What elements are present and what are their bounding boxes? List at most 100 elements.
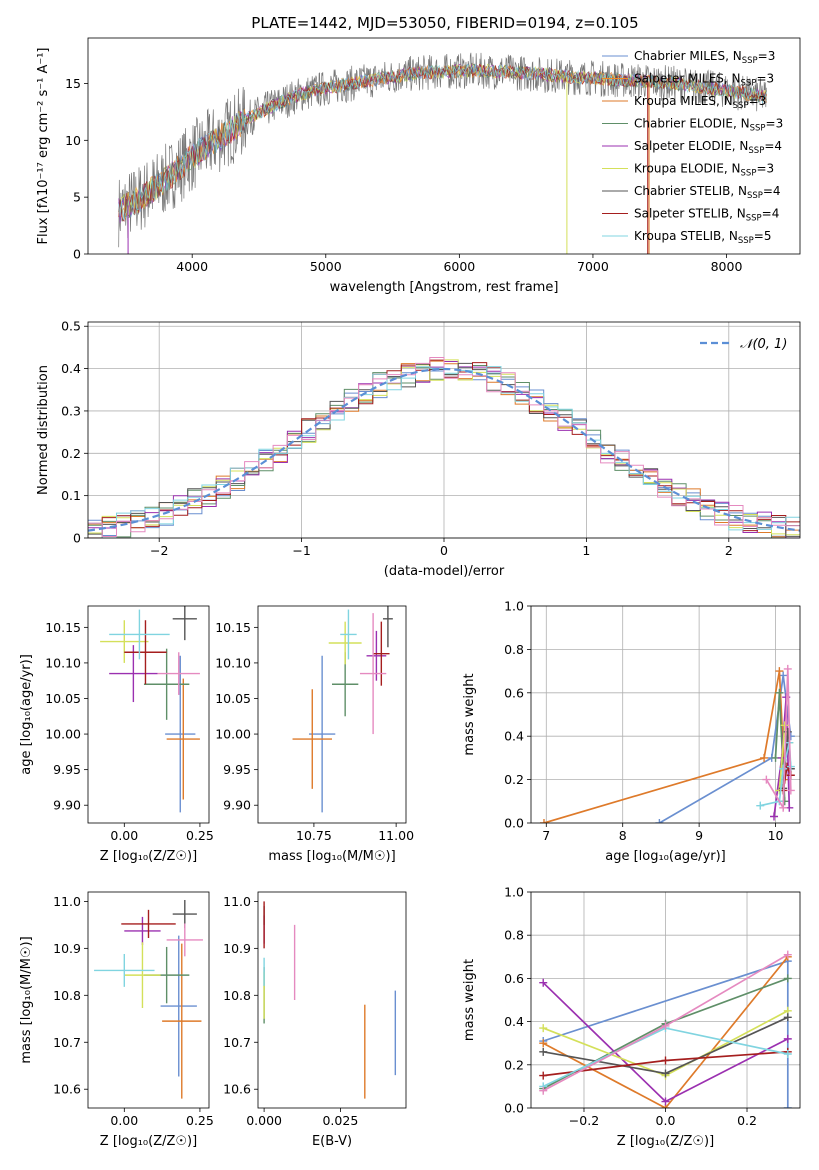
weight-marker: [661, 1097, 670, 1106]
x-axis-label: Z [log₁₀(Z/Z☉)]: [100, 1134, 197, 1149]
y-tick-label: 10.00: [45, 727, 81, 742]
plot-area: [100, 606, 200, 813]
legend-label: Kroupa ELODIE, NSSP=3: [634, 162, 774, 179]
y-tick-label: 15: [65, 76, 81, 91]
y-tick-label: 9.95: [53, 762, 81, 777]
weight-marker: [779, 803, 788, 812]
weight-marker: [783, 1034, 792, 1043]
y-tick-label: 0.0: [504, 816, 524, 831]
y-tick-label: 0.2: [61, 446, 81, 461]
weight-marker: [661, 1056, 670, 1065]
x-tick-label: 4000: [176, 259, 208, 274]
x-axis-label: Z [log₁₀(Z/Z☉)]: [100, 849, 197, 864]
x-tick-label: 0.25: [186, 828, 214, 843]
histogram-step: [88, 357, 800, 537]
weight-marker: [779, 671, 788, 680]
y-tick-label: 0.0: [504, 1101, 524, 1116]
x-axis-label: (data-model)/error: [384, 564, 505, 579]
legend-label: Kroupa MILES, NSSP=3: [634, 94, 766, 111]
y-tick-label: 5: [73, 190, 81, 205]
legend-label: Chabrier MILES, NSSP=3: [634, 49, 775, 66]
y-tick-label: 10.00: [215, 727, 251, 742]
model-line: [118, 63, 767, 221]
y-tick-label: 0.4: [61, 361, 81, 376]
figure-title: PLATE=1442, MJD=53050, FIBERID=0194, z=0…: [251, 14, 638, 32]
chart-weight-vs-Z: −0.2 0.0 0.2 0.0 0.2 0.4 0.6 0.8 1.0 Z [log₁₀(Z/Z…: [462, 885, 801, 1149]
x-tick-label: 10: [768, 828, 784, 843]
chart-spectrum: 4000 5000 6000 7000 8000 0 5 10 15 wavelength [An…: [36, 37, 801, 295]
y-tick-label: 0.4: [504, 1014, 524, 1029]
plot-area: [539, 950, 792, 1108]
x-tick-label: 0.000: [246, 1113, 282, 1128]
x-tick-label: 5000: [310, 259, 342, 274]
y-tick-label: 10.8: [53, 988, 81, 1003]
y-tick-label: 9.95: [223, 762, 251, 777]
y-axis-label: age [log₁₀(age/yr)]: [19, 654, 34, 775]
chart-mass-vs-Z: 0.00 0.25 10.6 10.7 10.8 10.9 11.0 Z [log₁₀(Z/Z…: [19, 891, 214, 1149]
legend-label: Chabrier STELIB, NSSP=4: [634, 184, 781, 201]
y-tick-label: 0: [73, 531, 81, 546]
y-tick-label: 0.4: [504, 729, 524, 744]
axes-frame: [87, 37, 801, 255]
x-tick-label: 0.00: [110, 1113, 138, 1128]
axes-frame: [257, 891, 407, 1109]
legend-label: Kroupa STELIB, NSSP=5: [634, 229, 772, 246]
y-tick-label: 10.15: [215, 620, 251, 635]
y-tick-label: 10.8: [223, 988, 251, 1003]
y-tick-label: 0.5: [61, 319, 81, 334]
weight-marker: [539, 1071, 548, 1080]
axes-frame: [257, 605, 407, 824]
y-tick-label: 9.90: [53, 798, 81, 813]
y-tick-label: 10.9: [223, 941, 251, 956]
x-tick-label: 9: [695, 828, 703, 843]
x-tick-label: 2: [725, 543, 733, 558]
y-tick-label: 10.10: [215, 655, 251, 670]
y-axis-label: Normed distribution: [36, 365, 51, 495]
plot-area: [118, 52, 767, 254]
weight-marker: [783, 974, 792, 983]
x-tick-label: 0.025: [322, 1113, 358, 1128]
y-tick-label: 0.8: [504, 928, 524, 943]
y-tick-label: 10.7: [53, 1035, 81, 1050]
y-tick-label: 10.05: [215, 691, 251, 706]
legend-label: 𝒩(0, 1): [740, 337, 787, 352]
legend-label: Chabrier ELODIE, NSSP=3: [634, 117, 783, 134]
plot-area: [292, 606, 393, 813]
x-tick-label: 6000: [443, 259, 475, 274]
gaussian-curve: [88, 367, 800, 532]
weight-line: [542, 956, 789, 1108]
y-tick-label: 0.6: [504, 971, 524, 986]
y-tick-label: 1.0: [504, 885, 524, 900]
chart-weight-vs-age: 7 8 9 10 0.0 0.2 0.4 0.6 0.8 1.0 age [log₁₀(age/yr…: [462, 599, 801, 864]
weight-marker: [760, 753, 769, 762]
x-axis-label: Z [log₁₀(Z/Z☉)]: [617, 1134, 714, 1149]
weight-marker: [770, 812, 779, 821]
y-tick-label: 11.0: [223, 894, 251, 909]
y-tick-label: 1.0: [504, 599, 524, 614]
y-axis-label: mass weight: [462, 959, 477, 1041]
y-tick-label: 0.2: [504, 1057, 524, 1072]
y-axis-label: Flux [fλ10⁻¹⁷ erg cm⁻² s⁻¹ A⁻¹]: [36, 48, 51, 245]
y-tick-label: 10.6: [53, 1082, 81, 1097]
weight-marker: [539, 1086, 548, 1095]
chart-age-vs-mass: 10.75 11.00 9.90 9.95 10.00 10.05 10.10 10.15 ma…: [215, 605, 414, 864]
weight-marker: [661, 1021, 670, 1030]
weight-marker: [783, 1013, 792, 1022]
weight-marker: [783, 664, 792, 673]
x-tick-label: 0.25: [186, 1113, 214, 1128]
x-tick-label: −2: [150, 543, 168, 558]
y-tick-label: 0.2: [504, 772, 524, 787]
x-tick-label: 10.75: [296, 828, 332, 843]
y-tick-label: 10.6: [223, 1082, 251, 1097]
weight-line: [658, 675, 792, 823]
y-tick-label: 0.3: [61, 403, 81, 418]
legend-label: Salpeter ELODIE, NSSP=4: [634, 139, 782, 156]
y-axis-label: mass weight: [462, 673, 477, 755]
legend-label: Salpeter STELIB, NSSP=4: [634, 207, 779, 224]
y-tick-label: 10.10: [45, 655, 81, 670]
axes-frame: [530, 605, 801, 824]
x-tick-label: 0: [440, 543, 448, 558]
model-line: [118, 64, 767, 222]
